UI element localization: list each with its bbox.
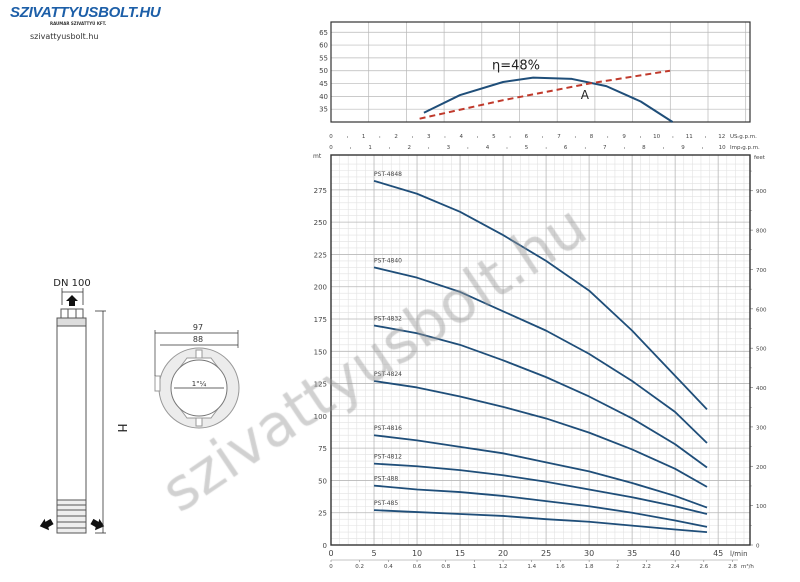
secondary-x-tick: 10 bbox=[719, 145, 726, 151]
y-tick-label: 175 bbox=[314, 316, 327, 324]
y-right-tick-label: 400 bbox=[756, 386, 767, 392]
x-tick-label: 40 bbox=[670, 549, 680, 558]
y-tick-label: 225 bbox=[314, 251, 327, 259]
efficiency-y-tick: 45 bbox=[319, 80, 328, 88]
m3h-tick-label: 1.8 bbox=[585, 564, 594, 570]
secondary-x-tick: 3 bbox=[427, 134, 431, 140]
y-tick-label: 200 bbox=[314, 284, 327, 292]
x-axis-label: l/min bbox=[730, 550, 748, 558]
secondary-x-tick: 7 bbox=[603, 145, 607, 151]
secondary-x-tick: 11 bbox=[686, 134, 693, 140]
x-tick-label: 10 bbox=[412, 549, 422, 558]
y-right-tick-label: 100 bbox=[756, 504, 767, 510]
m3h-tick-label: 2 bbox=[616, 564, 620, 570]
secondary-x-tick: 0 bbox=[329, 134, 333, 140]
secondary-x-tick: 2 bbox=[407, 145, 411, 151]
curve-label: PST-488 bbox=[374, 476, 398, 483]
y-tick-label: 150 bbox=[314, 348, 327, 356]
x-tick-label: 15 bbox=[455, 549, 465, 558]
m3h-tick-label: 1 bbox=[473, 564, 477, 570]
secondary-x-tick: 4 bbox=[460, 134, 464, 140]
secondary-x-tick: 12 bbox=[718, 134, 725, 140]
pump-curve-pst-485 bbox=[373, 509, 708, 533]
x-tick-label: 20 bbox=[498, 549, 508, 558]
secondary-x-tick: 5 bbox=[525, 145, 529, 151]
curve-label: PST-4848 bbox=[374, 171, 402, 178]
m3h-tick-label: 0.4 bbox=[384, 564, 393, 570]
x-tick-label: 35 bbox=[627, 549, 637, 558]
secondary-x-tick: 9 bbox=[681, 145, 685, 151]
y-tick-label: 0 bbox=[323, 542, 327, 550]
secondary-x-tick: 6 bbox=[564, 145, 568, 151]
m3h-tick-label: 1.2 bbox=[499, 564, 508, 570]
secondary-x-tick: 4 bbox=[486, 145, 490, 151]
y-right-tick-label: 500 bbox=[756, 347, 767, 353]
x-tick-label: 45 bbox=[713, 549, 723, 558]
efficiency-y-tick: 60 bbox=[319, 42, 328, 50]
curve-label: PST-4840 bbox=[374, 257, 402, 264]
secondary-x-tick: 9 bbox=[622, 134, 626, 140]
m3h-tick-label: 1.6 bbox=[556, 564, 565, 570]
efficiency-annotation: η=48% bbox=[492, 58, 540, 73]
m3h-axis-label: m³/h bbox=[741, 563, 754, 570]
curve-label: PST-4832 bbox=[374, 315, 402, 322]
pump-curve-pst-4816 bbox=[373, 434, 708, 509]
y-left-unit: mt bbox=[313, 153, 322, 160]
secondary-x-tick: 2 bbox=[394, 134, 398, 140]
efficiency-frame bbox=[330, 21, 751, 123]
m3h-tick-label: 0.8 bbox=[441, 564, 450, 570]
m3h-tick-label: 2.8 bbox=[728, 564, 737, 570]
secondary-x-tick: 7 bbox=[557, 134, 561, 140]
x-tick-label: 0 bbox=[328, 549, 333, 558]
secondary-x-label: US g.p.m. bbox=[730, 134, 757, 140]
y-right-tick-label: 800 bbox=[756, 229, 767, 235]
secondary-x-tick: 1 bbox=[368, 145, 372, 151]
secondary-x-tick: 5 bbox=[492, 134, 496, 140]
secondary-x-tick: 8 bbox=[590, 134, 594, 140]
efficiency-y-tick: 55 bbox=[319, 54, 328, 62]
efficiency-curve bbox=[423, 76, 674, 123]
secondary-x-tick: 3 bbox=[447, 145, 451, 151]
secondary-x-label: Imp g.p.m. bbox=[730, 145, 760, 151]
m3h-tick-label: 1.4 bbox=[527, 564, 536, 570]
x-tick-label: 30 bbox=[584, 549, 594, 558]
curve-label: PST-4824 bbox=[374, 371, 402, 378]
efficiency-y-tick: 40 bbox=[319, 93, 328, 101]
y-right-tick-label: 900 bbox=[756, 189, 767, 195]
y-right-tick-label: 600 bbox=[756, 307, 767, 313]
y-tick-label: 250 bbox=[314, 219, 327, 227]
x-tick-label: 5 bbox=[371, 549, 376, 558]
m3h-tick-label: 0.2 bbox=[355, 564, 364, 570]
y-tick-label: 25 bbox=[318, 510, 327, 518]
y-right-tick-label: 300 bbox=[756, 425, 767, 431]
y-tick-label: 275 bbox=[314, 187, 327, 195]
m3h-tick-label: 0 bbox=[329, 564, 333, 570]
secondary-x-tick: 1 bbox=[362, 134, 366, 140]
y-right-unit: feet bbox=[754, 155, 766, 161]
y-right-tick-label: 700 bbox=[756, 268, 767, 274]
x-tick-label: 25 bbox=[541, 549, 551, 558]
secondary-x-tick: 8 bbox=[642, 145, 646, 151]
secondary-x-tick: 6 bbox=[525, 134, 529, 140]
efficiency-y-tick: 65 bbox=[319, 29, 328, 37]
y-tick-label: 100 bbox=[314, 413, 327, 421]
efficiency-y-tick: 35 bbox=[319, 106, 328, 114]
secondary-x-tick: 10 bbox=[653, 134, 660, 140]
curve-label: PST-4816 bbox=[374, 425, 402, 432]
m3h-tick-label: 0.6 bbox=[413, 564, 422, 570]
y-tick-label: 125 bbox=[314, 381, 327, 389]
m3h-tick-label: 2.6 bbox=[699, 564, 708, 570]
secondary-x-tick: 0 bbox=[329, 145, 333, 151]
m3h-tick-label: 2.2 bbox=[642, 564, 651, 570]
m3h-tick-label: 2.4 bbox=[671, 564, 680, 570]
y-right-tick-label: 0 bbox=[756, 544, 760, 550]
point-a-annotation: A bbox=[581, 88, 590, 102]
y-tick-label: 50 bbox=[318, 477, 327, 485]
curve-label: PST-485 bbox=[374, 500, 398, 507]
efficiency-y-tick: 50 bbox=[319, 67, 328, 75]
y-right-tick-label: 200 bbox=[756, 465, 767, 471]
y-tick-label: 75 bbox=[318, 445, 327, 453]
curve-label: PST-4812 bbox=[374, 454, 402, 461]
